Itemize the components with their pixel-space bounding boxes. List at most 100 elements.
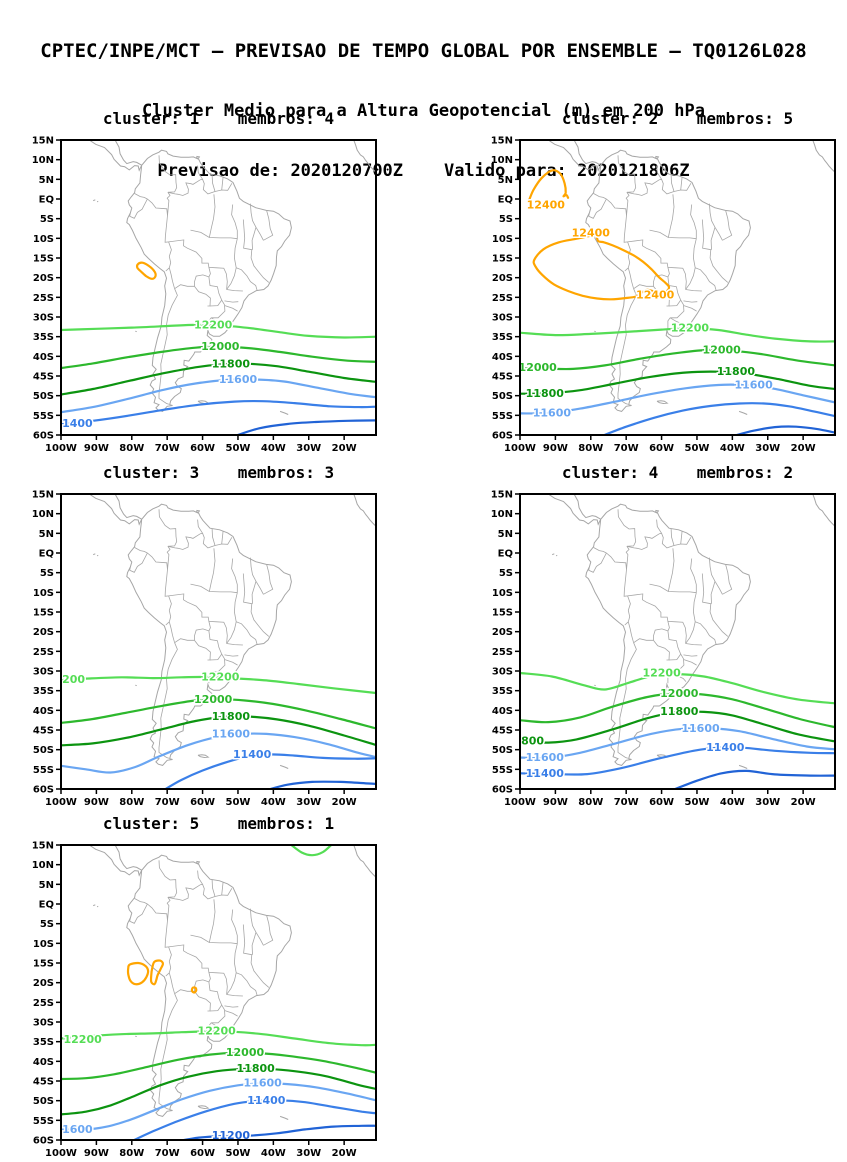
y-tick-label: 10N	[32, 509, 54, 520]
y-tick-label: EQ	[39, 900, 54, 911]
x-tick-label: 70W	[155, 443, 180, 454]
y-tick-label: 25S	[33, 293, 54, 304]
x-tick-label: 70W	[614, 443, 639, 454]
x-tick-label: 50W	[684, 443, 709, 454]
y-tick-label: 55S	[33, 411, 54, 422]
contour-line-12000	[520, 692, 835, 729]
y-tick-label: 60S	[492, 785, 513, 796]
contour-line-12200	[61, 1030, 376, 1047]
contour-layer	[520, 169, 835, 435]
y-tick-label: 15N	[32, 841, 54, 852]
y-tick-label: 55S	[33, 1116, 54, 1127]
y-tick-label: 20S	[33, 273, 54, 284]
contour-label-11600: 11600	[533, 407, 572, 420]
y-tick-label: EQ	[39, 549, 54, 560]
x-tick-label: 60W	[649, 797, 674, 808]
plot-frame	[60, 844, 377, 1141]
contour-line-11800	[61, 1067, 376, 1116]
contour-label-11400: 1400	[62, 417, 93, 430]
y-tick-label: 10N	[491, 155, 513, 166]
x-tick-label: 30W	[755, 443, 780, 454]
y-tick-label: 10S	[33, 234, 54, 245]
contour-line-11200	[266, 780, 376, 789]
contour-line-11200	[732, 425, 835, 435]
y-tick-label: 35S	[33, 332, 54, 343]
contour-line-11200	[672, 769, 835, 789]
x-tick-label: 20W	[791, 797, 816, 808]
x-tick-label: 90W	[84, 1148, 109, 1159]
y-tick-label: 30S	[33, 667, 54, 678]
x-tick-label: 50W	[684, 797, 709, 808]
header: CPTEC/INPE/MCT — PREVISAO DE TEMPO GLOBA…	[0, 2, 847, 201]
axes: 15N 10N 5N EQ 5S 10S 15S 20S 25S 30S 35S 40S 45S 50S 5…	[32, 136, 357, 455]
x-tick-label: 50W	[225, 797, 250, 808]
x-tick-label: 100W	[45, 797, 77, 808]
y-tick-label: 45S	[33, 726, 54, 737]
y-tick-label: 50S	[492, 391, 513, 402]
y-tick-label: 55S	[492, 765, 513, 776]
y-tick-label: 50S	[33, 745, 54, 756]
contour-label-11600: 11600	[219, 373, 258, 386]
y-tick-label: 5S	[40, 568, 54, 579]
x-tick-label: 40W	[261, 797, 286, 808]
contour-label-layer: 200 12200 12000 11800 11600 11400	[61, 669, 273, 763]
contour-line-11600	[61, 378, 376, 414]
y-tick-label: 10S	[492, 234, 513, 245]
x-tick-label: 70W	[155, 797, 180, 808]
x-tick-label: 100W	[45, 443, 77, 454]
y-tick-label: 60S	[33, 1136, 54, 1147]
x-tick-label: 40W	[261, 443, 286, 454]
y-tick-label: 40S	[33, 1057, 54, 1068]
contour-label-12400: 12400	[527, 198, 566, 211]
axes: 15N 10N 5N EQ 5S 10S 15S 20S 25S 30S 35S 40S 45S 50S 5…	[491, 490, 816, 809]
panel-title-3: cluster: 3 membros: 3	[102, 463, 335, 482]
x-tick-label: 50W	[225, 443, 250, 454]
y-tick-label: 45S	[492, 372, 513, 383]
y-tick-label: 50S	[492, 745, 513, 756]
contour-line-12400	[190, 986, 198, 994]
y-tick-label: 15S	[33, 254, 54, 265]
panel-title-5: cluster: 5 membros: 1	[102, 814, 335, 833]
x-tick-label: 90W	[543, 443, 568, 454]
contour-label-11400: 11400	[247, 1094, 286, 1107]
contour-label-12000: 12000	[519, 361, 558, 374]
y-tick-label: 25S	[33, 998, 54, 1009]
x-tick-label: 80W	[119, 1148, 144, 1159]
contour-label-12400: 12400	[572, 226, 611, 239]
contour-line-11400	[131, 1099, 376, 1140]
y-tick-label: 35S	[492, 332, 513, 343]
y-tick-label: 15N	[32, 490, 54, 501]
x-tick-label: 20W	[332, 1148, 357, 1159]
x-tick-label: 40W	[261, 1148, 286, 1159]
panel-cluster-3: cluster: 3 membros: 3 200 12200 12000 11800…	[16, 460, 388, 811]
contour-line-11600	[520, 383, 835, 415]
y-tick-label: 5N	[498, 175, 513, 186]
contour-label-12200: 12200	[198, 1025, 237, 1038]
contour-map-cluster-2: 12400 12400 12400 12200 12000 12000 11800 11800…	[491, 136, 836, 454]
contour-label-12200: 12200	[201, 670, 240, 683]
y-tick-label: 30S	[492, 313, 513, 324]
map-layer	[547, 494, 835, 769]
contour-label-11800: 11800	[660, 705, 699, 718]
contour-label-11400: 11400	[233, 748, 272, 761]
x-tick-label: 40W	[720, 443, 745, 454]
y-tick-label: 20S	[492, 627, 513, 638]
x-tick-label: 70W	[155, 1148, 180, 1159]
y-tick-label: 50S	[33, 391, 54, 402]
y-tick-label: 15N	[491, 136, 513, 147]
contour-label-11600: 11600	[212, 727, 251, 740]
contour-map-cluster-5: 1220012200120001180016001160011400112001…	[32, 841, 377, 1159]
contour-label-12000: 12000	[201, 340, 240, 353]
x-tick-label: 60W	[190, 797, 215, 808]
contour-label-11800: 11800	[237, 1062, 276, 1075]
contour-line-12400	[527, 169, 570, 203]
x-tick-label: 60W	[190, 1148, 215, 1159]
y-tick-label: 60S	[33, 431, 54, 442]
contour-label-11600: 11600	[244, 1077, 283, 1090]
y-tick-label: 5S	[499, 568, 513, 579]
contour-line-12200	[61, 675, 376, 695]
y-tick-label: 15S	[492, 254, 513, 265]
y-tick-label: 40S	[492, 706, 513, 717]
